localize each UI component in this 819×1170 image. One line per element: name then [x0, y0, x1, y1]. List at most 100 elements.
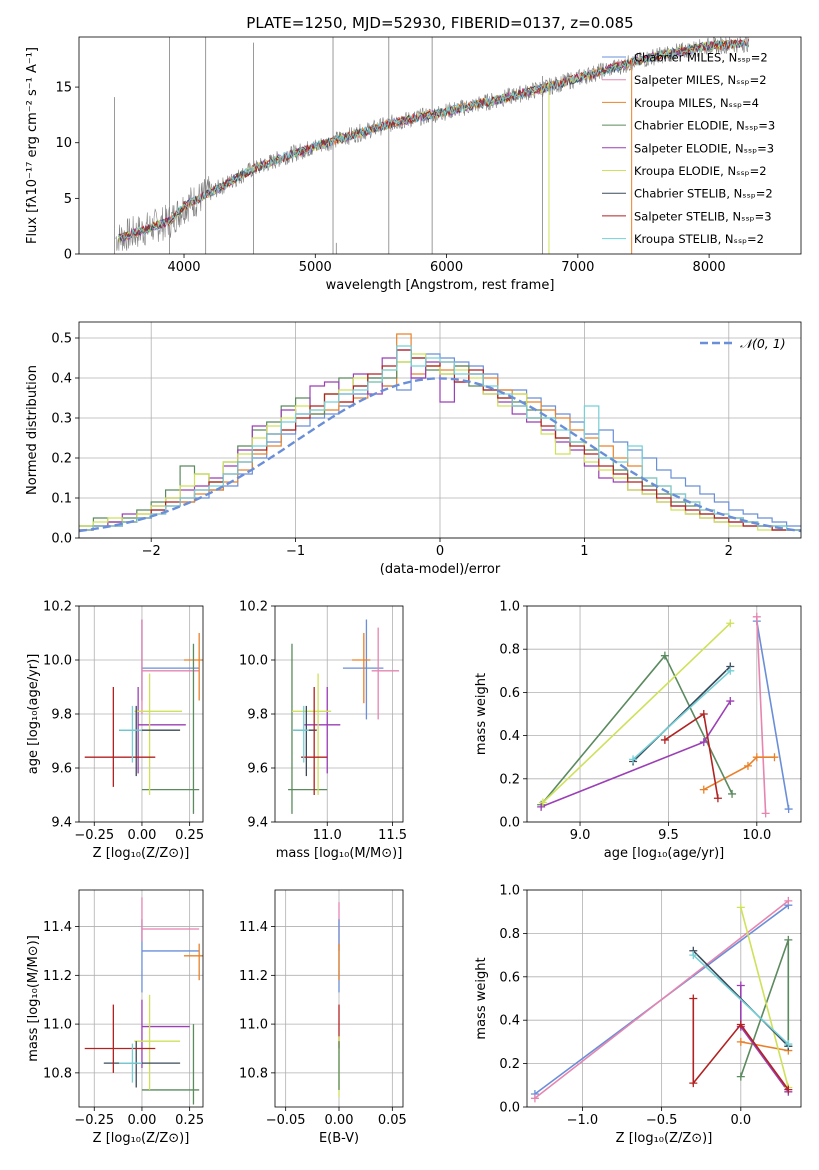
x-tick-label: 0.05 [378, 1113, 407, 1128]
axes: −2 −1 0 1 2 0.0 0.1 0.2 0.3 0.4 0.5 (data-model)/er… [25, 321, 802, 577]
legend-label-salpeter_stelib: Salpeter STELIB, Nₛₛₚ=3 [634, 209, 772, 223]
weight-marker-kroupa_miles [743, 761, 752, 770]
legend: 𝒩(0, 1) [700, 336, 786, 351]
weight-marker-kroupa_miles [770, 753, 779, 762]
weight-marker-kroupa_miles [736, 1037, 745, 1046]
y-tick-label: 11.2 [43, 969, 72, 984]
plot-area [79, 333, 801, 533]
x-tick-label: 1 [580, 544, 588, 559]
x-tick-label: 11.5 [378, 828, 407, 843]
y-tick-label: 5 [64, 192, 72, 207]
y-tick-label: 11.4 [239, 920, 268, 935]
x-tick-label: −0.25 [74, 1113, 114, 1128]
weight-line-kroupa_miles [740, 1041, 789, 1052]
y-tick-label: 11.2 [239, 969, 268, 984]
y-axis-label: age [log₁₀(age/yr)] [26, 654, 41, 775]
y-tick-label: 0 [64, 248, 72, 263]
legend-label-kroupa_elodie: Kroupa ELODIE, Nₛₛₚ=2 [634, 164, 767, 178]
panel-weight_vs_age: 9.0 9.5 10.0 0.0 0.2 0.4 0.6 0.8 1.0 age [log₁₀(a… [474, 600, 802, 861]
x-tick-label: −0.25 [74, 828, 114, 843]
weight-marker-salpeter_stelib [784, 1085, 793, 1094]
weight-marker-chabrier_elodie [728, 789, 737, 798]
weight-line-kroupa_elodie [740, 907, 790, 1088]
y-tick-label: 10.2 [43, 600, 72, 615]
plot-area [114, 37, 749, 254]
x-tick-label: 0.00 [127, 1113, 156, 1128]
weight-line-chabrier_stelib [632, 665, 731, 763]
axes-frame [78, 889, 204, 1108]
panel-spectrum: 4000 5000 6000 7000 8000 0 5 10 15 wavelength [An… [25, 36, 802, 293]
y-tick-label: 0.0 [499, 816, 520, 831]
model-chabrier_stelib [118, 39, 749, 243]
weight-marker-salpeter_miles [784, 896, 793, 905]
y-tick-label: 0.6 [499, 970, 520, 985]
x-tick-label: 2 [725, 544, 733, 559]
weight-line-chabrier_elodie [540, 654, 733, 806]
model-salpeter_stelib [118, 38, 749, 239]
weight-marker-kroupa_elodie [736, 903, 745, 912]
axes-frame [78, 321, 802, 539]
x-tick-label: 4000 [167, 260, 200, 275]
panel-age_vs_mass: 11.0 11.5 9.4 9.6 9.8 10.0 10.2 mass [log₁₀(M/M… [239, 600, 407, 862]
x-tick-label: 9.5 [658, 828, 679, 843]
y-tick-label: 9.8 [247, 708, 268, 723]
weight-marker-salpeter_miles [761, 809, 770, 818]
x-axis-label: Z [log₁₀(Z/Z⊙)] [93, 1131, 190, 1146]
weight-marker-salpeter_elodie [726, 697, 735, 706]
y-tick-label: 1.0 [499, 600, 520, 615]
x-tick-label: 0.0 [730, 1113, 751, 1128]
weight-marker-salpeter_elodie [699, 738, 708, 747]
y-tick-label: 0.2 [51, 452, 72, 467]
x-tick-label: 10.0 [742, 828, 771, 843]
x-axis-label: mass [log₁₀(M/M⊙)] [276, 846, 403, 861]
panel-residuals: −2 −1 0 1 2 0.0 0.1 0.2 0.3 0.4 0.5 (data-model)/er… [25, 321, 802, 577]
weight-marker-kroupa_stelib [726, 666, 735, 675]
plot-area [530, 896, 793, 1103]
axes-frame [526, 605, 802, 823]
x-tick-label: 5000 [299, 260, 332, 275]
y-tick-label: 15 [55, 81, 72, 96]
weight-marker-salpeter_miles [530, 1094, 539, 1103]
weight-marker-salpeter_stelib [699, 710, 708, 718]
weight-line-kroupa_miles [703, 756, 775, 791]
weight-marker-kroupa_miles [699, 785, 708, 794]
weight-marker-chabrier_elodie [784, 935, 793, 944]
y-tick-label: 9.4 [51, 816, 72, 831]
y-tick-label: 0.3 [51, 412, 72, 427]
y-tick-label: 0.8 [499, 643, 520, 658]
y-axis-label: mass weight [474, 957, 489, 1039]
y-tick-label: 0.4 [499, 1014, 520, 1029]
y-tick-label: 0.2 [499, 1057, 520, 1072]
x-axis-label: E(B-V) [319, 1131, 359, 1146]
x-tick-label: 0.00 [127, 828, 156, 843]
weight-marker-kroupa_stelib [784, 1040, 793, 1049]
y-tick-label: 9.4 [247, 816, 268, 831]
y-axis-label: Flux [fλ10⁻¹⁷ erg cm⁻² s⁻¹ A⁻¹] [25, 47, 40, 244]
x-tick-label: 0.25 [175, 828, 204, 843]
x-tick-label: −0.5 [646, 1113, 678, 1128]
y-tick-label: 11.0 [239, 1018, 268, 1033]
legend-label-chabrier_stelib: Chabrier STELIB, Nₛₛₚ=2 [634, 187, 773, 201]
axes-frame [274, 605, 404, 823]
weight-marker-salpeter_elodie [537, 802, 546, 811]
y-tick-label: 10.0 [43, 654, 72, 669]
legend-label-kroupa_stelib: Kroupa STELIB, Nₛₛₚ=2 [634, 232, 764, 246]
y-tick-label: 0.1 [51, 492, 72, 507]
weight-line-kroupa_elodie [542, 622, 731, 804]
y-tick-label: 11.0 [43, 1018, 72, 1033]
axes-frame [274, 889, 404, 1108]
x-axis-label: Z [log₁₀(Z/Z⊙)] [616, 1131, 713, 1146]
y-tick-label: 0.2 [499, 772, 520, 787]
y-tick-label: 0.6 [499, 686, 520, 701]
weight-line-kroupa_stelib [692, 954, 789, 1045]
x-axis-label: age [log₁₀(age/yr)] [604, 846, 725, 861]
normal-curve [79, 377, 801, 533]
x-tick-label: 0.25 [175, 1113, 204, 1128]
axes: 4000 5000 6000 7000 8000 0 5 10 15 wavelength [An… [25, 36, 802, 293]
legend-label-chabrier_elodie: Chabrier ELODIE, Nₛₛₚ=3 [634, 119, 775, 133]
y-tick-label: 10 [55, 136, 72, 151]
y-tick-label: 0.0 [499, 1101, 520, 1116]
axes: −0.05 0.00 0.05 10.8 11.0 11.2 11.4 E(B-V) [239, 889, 407, 1146]
weight-marker-salpeter_miles [752, 612, 761, 621]
